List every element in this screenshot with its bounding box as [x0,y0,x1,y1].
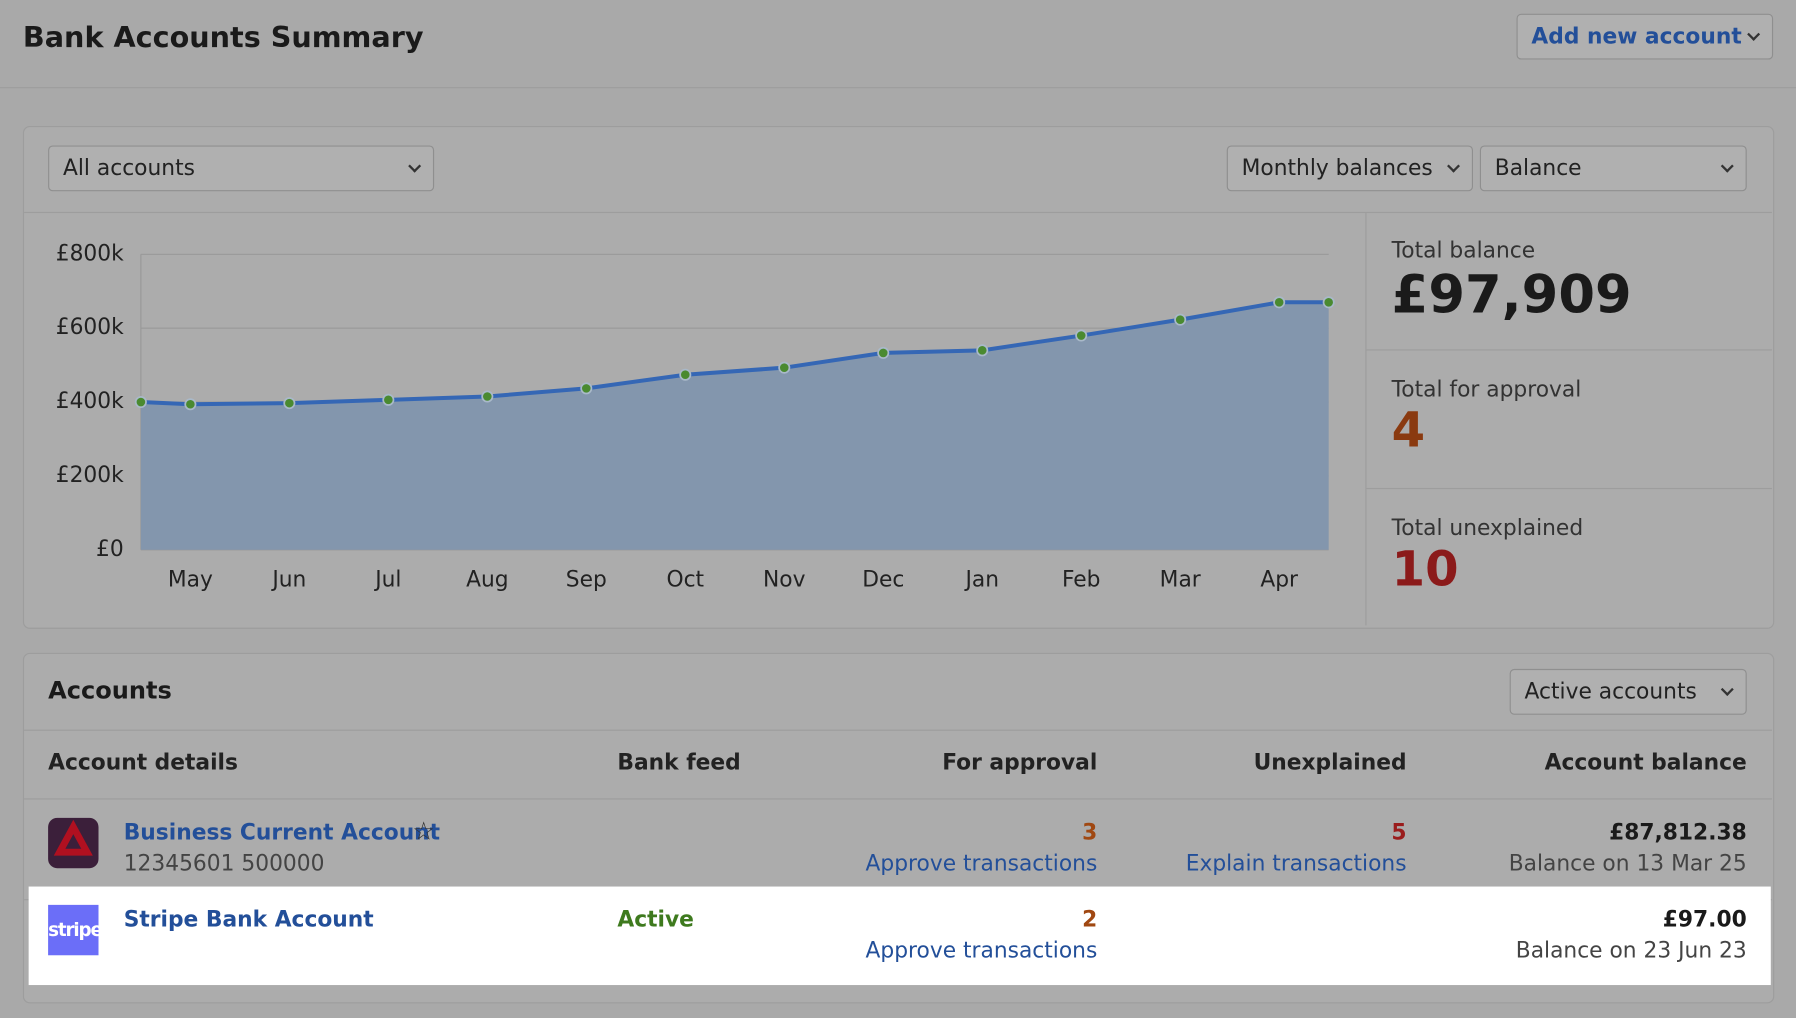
bank-feed: Active [617,907,694,933]
row-highlight [28,886,1771,986]
column-header: Bank feed [617,750,741,776]
account-name[interactable]: Business Current Account [123,820,441,846]
area [140,302,1329,550]
column-header: Account balance [1544,750,1747,776]
balance-chart: £0 £200k £400k £600k £800k May Jun Jul Aug Sep Oct… [56,241,1335,593]
x-tick-label: Nov [763,568,806,593]
point [877,346,890,359]
point [976,344,989,357]
point [580,382,593,395]
x-tick-label: Jan [963,568,999,593]
stat-value: 4 [1391,402,1426,459]
line [140,300,1329,407]
for-approval: 2 [1082,907,1098,933]
divider [24,798,1772,800]
explain-link[interactable]: Explain transactions [1185,851,1407,877]
approve-link[interactable]: Approve transactions [865,851,1098,877]
point [1322,296,1335,309]
account-number: 12345601 500000 [123,851,325,877]
y-tick-label: £200k [56,463,124,488]
y-tick-label: £600k [56,315,124,340]
x-tick-label: May [168,568,213,593]
point [382,393,395,406]
point [778,361,791,374]
x-tick-label: Mar [1160,568,1201,593]
balance-date: Balance on 13 Mar 25 [1508,851,1747,877]
point [679,368,692,381]
stat-label: Total unexplained [1391,515,1584,541]
point [134,396,147,409]
column-header: For approval [942,750,1098,776]
x-tick-label: Jul [373,568,401,593]
x-tick-label: Aug [466,568,508,593]
point [184,398,197,411]
x-tick-label: Jun [270,568,306,593]
y-tick-label: £0 [96,537,124,562]
column-header: Account details [48,750,238,776]
stat-value: £97,909 [1391,263,1632,326]
y-tick-label: £800k [56,241,124,266]
approve-link[interactable]: Approve transactions [865,938,1098,964]
point [1075,329,1088,342]
stat-label: Total for approval [1391,376,1582,403]
column-header: Unexplained [1253,750,1407,776]
divider [1366,487,1772,490]
bank-logo: stripe [48,904,103,956]
header-divider [0,87,1796,89]
logo-icon [53,819,93,856]
stat-value: 10 [1391,540,1459,597]
metric-filter[interactable]: Balance [1479,145,1747,192]
divider [24,729,1772,731]
point [481,390,494,403]
page-title: Bank Accounts Summary [22,20,424,54]
period-filter[interactable]: Monthly balances [1226,145,1473,192]
accounts-title: Accounts [48,676,172,705]
account-name[interactable]: Stripe Bank Account [123,907,374,933]
account-balance: £87,812.38 [1609,820,1747,846]
balance-date: Balance on 23 Jun 23 [1515,938,1747,964]
x-tick-label: Sep [566,568,607,593]
point [283,397,296,410]
divider [1366,349,1772,351]
x-tick-label: Oct [666,568,704,593]
for-approval: 3 [1082,820,1098,846]
divider [1365,213,1367,626]
point [1174,313,1187,326]
bank-logo [48,817,99,869]
unexplained: 5 [1391,820,1407,846]
account-balance: £97.00 [1662,907,1747,933]
point [1273,296,1286,309]
y-tick-label: £400k [56,389,124,414]
account-filter[interactable]: All accounts [48,145,435,192]
accounts-filter[interactable]: Active accounts [1509,668,1747,715]
favourite-star[interactable]: ☆ [412,817,435,847]
x-tick-label: Dec [862,568,904,593]
x-tick-label: Apr [1260,568,1298,593]
add-account-button[interactable]: Add new account [1516,13,1774,60]
stat-label: Total balance [1391,238,1536,264]
x-tick-label: Feb [1062,568,1101,593]
divider [24,211,1772,214]
